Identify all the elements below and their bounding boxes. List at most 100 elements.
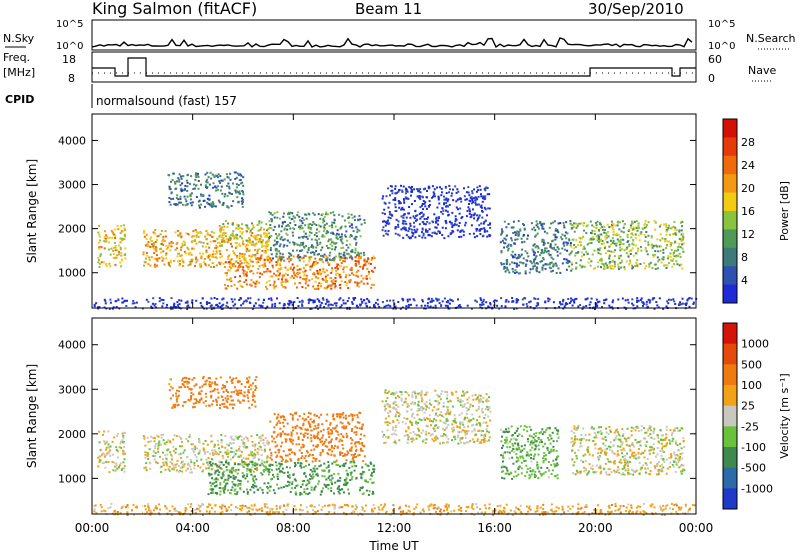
echo-cell — [303, 488, 306, 491]
echo-cell — [298, 259, 301, 262]
echo-cell — [300, 257, 303, 260]
echo-cell — [209, 234, 212, 237]
echo-cell — [313, 413, 316, 416]
echo-cell — [424, 205, 427, 208]
echo-cell — [475, 198, 478, 201]
echo-cell — [680, 233, 683, 236]
echo-cell — [206, 201, 209, 204]
echo-cell — [609, 239, 612, 242]
echo-cell — [251, 466, 254, 469]
echo-cell — [233, 403, 236, 406]
echo-cell — [568, 265, 571, 268]
echo-cell — [656, 245, 659, 248]
echo-cell — [206, 181, 209, 184]
echo-cell — [225, 482, 228, 485]
echo-cell — [602, 228, 604, 231]
echo-cell — [353, 414, 356, 417]
echo-cell — [468, 232, 471, 235]
echo-cell — [342, 455, 345, 457]
echo-cell — [366, 297, 369, 300]
echo-cell — [339, 454, 342, 456]
echo-cell — [465, 191, 468, 194]
echo-cell — [247, 297, 250, 300]
echo-cell — [195, 383, 198, 386]
echo-cell — [304, 432, 307, 435]
echo-cell — [299, 276, 302, 279]
echo-cell — [522, 303, 525, 306]
echo-cell — [174, 248, 177, 251]
echo-cell — [302, 433, 305, 436]
echo-cell — [268, 280, 271, 282]
echo-cell — [426, 220, 429, 223]
echo-cell — [289, 222, 292, 224]
echo-cell — [267, 255, 270, 258]
echo-cell — [219, 175, 222, 178]
echo-cell — [163, 464, 165, 467]
echo-cell — [111, 236, 114, 239]
echo-cell — [191, 235, 194, 238]
echo-cell — [294, 282, 296, 285]
echo-cell — [333, 256, 336, 259]
echo-cell — [278, 225, 280, 228]
echo-cell — [585, 232, 588, 235]
echo-cell — [571, 263, 573, 266]
echo-cell — [351, 418, 354, 421]
echo-cell — [585, 298, 588, 301]
echo-cell — [550, 222, 553, 225]
echo-cell — [222, 474, 225, 476]
echo-cell — [532, 260, 535, 263]
echo-cell — [457, 298, 459, 301]
echo-cell — [382, 234, 385, 237]
echo-cell — [237, 225, 240, 228]
echo-cell — [176, 203, 179, 206]
echo-cell — [653, 253, 656, 256]
echo-cell — [255, 478, 258, 481]
echo-cell — [606, 223, 609, 226]
echo-cell — [391, 189, 394, 192]
echo-cell — [229, 259, 232, 262]
echo-cell — [443, 203, 445, 206]
echo-cell — [339, 258, 342, 261]
echo-cell — [296, 484, 299, 487]
echo-cell — [231, 450, 233, 453]
echo-cell — [368, 490, 371, 493]
echo-cell — [296, 255, 299, 258]
echo-cell — [304, 464, 307, 467]
echo-cell — [361, 466, 364, 469]
echo-cell — [311, 421, 314, 423]
echo-cell — [219, 451, 222, 454]
echo-cell — [196, 259, 199, 262]
echo-cell — [327, 247, 330, 249]
echo-cell — [618, 228, 621, 231]
echo-cell — [305, 217, 308, 220]
echo-cell — [286, 475, 289, 477]
echo-cell — [645, 303, 648, 306]
echo-cell — [432, 191, 435, 194]
echo-cell — [156, 462, 159, 465]
echo-cell — [254, 237, 257, 240]
echo-cell — [680, 229, 683, 232]
echo-cell — [547, 297, 550, 300]
echo-cell — [370, 262, 372, 265]
echo-cell — [604, 267, 607, 270]
echo-cell — [535, 304, 538, 307]
echo-cell — [267, 482, 270, 485]
echo-cell — [435, 217, 437, 220]
echo-cell — [280, 470, 283, 473]
echo-cell — [316, 414, 318, 417]
echo-cell — [350, 478, 353, 481]
echo-cell — [302, 444, 305, 447]
echo-cell — [464, 221, 467, 224]
echo-cell — [533, 253, 536, 256]
echo-cell — [244, 260, 247, 263]
echo-cell — [178, 390, 181, 393]
echo-cell — [364, 277, 367, 280]
echo-cell — [446, 305, 449, 308]
echo-cell — [265, 223, 268, 226]
echo-cell — [350, 453, 353, 456]
echo-cell — [156, 258, 159, 261]
echo-cell — [143, 231, 146, 234]
echo-cell — [372, 255, 375, 258]
echo-cell — [346, 307, 349, 310]
echo-cell — [178, 173, 181, 176]
